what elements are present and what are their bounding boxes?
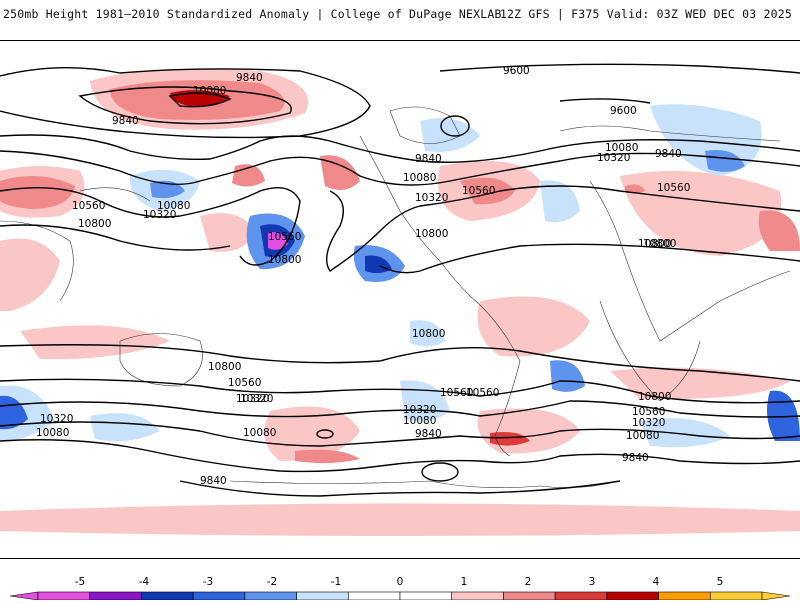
colorbar-tick-label: -2: [267, 576, 277, 588]
contour-label: 10080: [157, 200, 190, 212]
contour-label: 10080: [626, 430, 659, 442]
contour-label: 10080: [403, 172, 436, 184]
map-title: 250mb Height 1981–2010 Standardized Anom…: [3, 7, 502, 21]
contour-label: 10080: [36, 427, 69, 439]
colorbar-segment: [192, 591, 246, 601]
contour-label: 10320: [143, 209, 176, 221]
colorbar-tick-label: 5: [717, 576, 724, 588]
contour-label: 10800: [638, 391, 671, 403]
negative-anomaly-shading: [0, 104, 800, 448]
colorbar-segment: [347, 591, 401, 601]
contour-label: 9840: [112, 115, 139, 127]
contour-label: 10800: [208, 361, 241, 373]
colorbar-tick-label: 2: [525, 576, 532, 588]
contour-label: 10800: [268, 254, 301, 266]
colorbar-tick-label: -3: [203, 576, 213, 588]
colorbar-segment: [554, 591, 608, 601]
contour-label: 10080: [403, 415, 436, 427]
colorbar-segments: [9, 591, 791, 601]
contour-label: 10800: [415, 228, 448, 240]
contour-label: 10320: [403, 404, 436, 416]
colorbar-segment: [503, 591, 556, 601]
colorbar-tick-label: 0: [397, 576, 404, 588]
colorbar-segment: [244, 591, 297, 601]
header-bar: 250mb Height 1981–2010 Standardized Anom…: [0, 0, 800, 28]
colorbar-tick-label: 3: [589, 576, 596, 588]
contour-label: 10560: [268, 231, 301, 243]
anomaly-map: 9840 10080 9840 9600 9600 9840 10080 103…: [0, 40, 800, 559]
colorbar-segment: [709, 591, 763, 601]
contour-label: 9840: [236, 72, 263, 84]
colorbar-segment: [141, 591, 194, 601]
contour-label: 10560: [228, 377, 261, 389]
contour-label: 10320: [240, 393, 273, 405]
colorbar-segment: [606, 591, 659, 601]
colorbar-tick-label: -4: [139, 576, 150, 588]
contour-label: 10560: [657, 182, 690, 194]
colorbar-tick-label: -5: [75, 576, 85, 588]
contour-label-group: 9840 10080 9840 9600 9600 9840 10080 103…: [36, 65, 690, 487]
contour-label: 9840: [655, 148, 682, 160]
colorbar-segment: [451, 591, 504, 601]
contour-label: 10080: [605, 142, 638, 154]
contour-label: 10560: [440, 387, 473, 399]
colorbar-segment: [89, 591, 142, 601]
colorbar-tick-label: 1: [461, 576, 468, 588]
contour-label: 10320: [597, 152, 630, 164]
contour-label: 10800: [412, 328, 445, 340]
colorbar-graphic: -5 -4 -3 -2 -1 0 1 2 3 4 5: [9, 576, 791, 601]
contour-label: 10800: [78, 218, 111, 230]
contour-label: 9840: [415, 428, 442, 440]
contour-label: 9840: [415, 153, 442, 165]
colorbar-segment: [296, 591, 349, 601]
colorbar-tick-label: 4: [653, 576, 660, 588]
model-run-info: 12Z GFS | F375 Valid: 03Z WED DEC 03 202…: [499, 7, 792, 21]
contour-label: 10560: [462, 185, 495, 197]
contour-label: 10800: [638, 238, 671, 250]
contour-label: 10320: [40, 413, 73, 425]
contour-label: 10560: [466, 387, 499, 399]
contour-label: 9840: [200, 475, 227, 487]
contour-label: 9600: [503, 65, 530, 77]
contour-label: 10320: [415, 192, 448, 204]
contour-label: 10560: [632, 406, 665, 418]
colorbar-ticks: -5 -4 -3 -2 -1 0 1 2 3 4 5: [75, 576, 724, 588]
height-contours: [0, 63, 800, 497]
colorbar-segment: [658, 591, 711, 601]
contour-label: 10320: [632, 417, 665, 429]
colorbar: -5 -4 -3 -2 -1 0 1 2 3 4 5: [0, 572, 800, 601]
contour-label: 9840: [622, 452, 649, 464]
colorbar-segment: [37, 591, 91, 601]
contour-label: 10080: [243, 427, 276, 439]
colorbar-tick-label: -1: [331, 576, 341, 588]
colorbar-segment: [399, 591, 453, 601]
contour-label: 9600: [610, 105, 637, 117]
positive-anomaly-shading: [0, 68, 800, 536]
contour-label: 10800: [643, 238, 676, 250]
contour-label: 10560: [72, 200, 105, 212]
contour-label: 10080: [193, 85, 226, 97]
colorbar-left-arrow: [9, 591, 39, 601]
colorbar-right-arrow: [761, 591, 791, 601]
contour-label: 10320: [236, 393, 269, 405]
map-canvas: 9840 10080 9840 9600 9600 9840 10080 103…: [0, 63, 800, 536]
